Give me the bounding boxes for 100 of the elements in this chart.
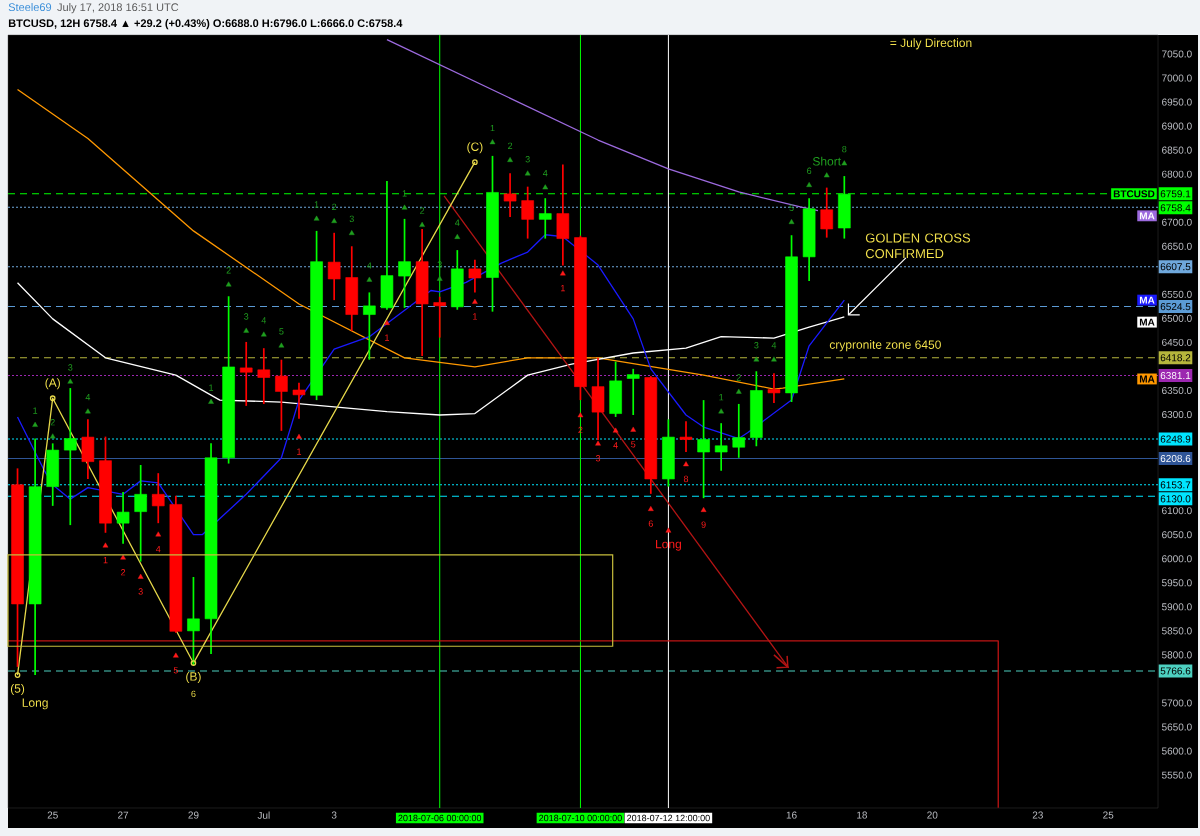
text: 6758.4 [1160,204,1191,212]
ref-line-label: 6418.2 [1160,354,1191,362]
annotation: 6 [807,167,812,174]
annotation: 2 [121,569,126,576]
x-tick-label: 16 [786,811,797,819]
annotation: 3 [754,342,759,349]
annotation: BTCUSD [1113,190,1155,198]
annotation: 2 [508,142,513,149]
annotation: 6 [648,520,653,527]
annotation: 2 [578,426,583,434]
annotation: 1 [385,334,390,341]
y-tick-label: 6500.0 [1162,314,1192,322]
y-tick-label: 6950.0 [1162,98,1192,106]
ref-line-label: 2018-07-12 12:00:00 [627,814,710,822]
y-tick-label: 6050.0 [1162,531,1192,539]
annotation: 1 [209,384,214,391]
x-tick-label: Jul [257,811,270,819]
x-tick-label: 20 [927,811,938,819]
ref-line-label: 6524.5 [1160,303,1191,311]
annotation: 1 [561,285,565,292]
x-tick-label: 23 [1032,811,1043,819]
x-tick-label: 29 [188,811,199,819]
y-tick-label: 6550.0 [1162,290,1192,298]
annotation: (A) [45,378,60,390]
y-tick-label: 6900.0 [1162,122,1192,130]
annotation: 1 [103,557,108,564]
annotation: Short [812,156,841,166]
text: July 17, 2018 16:51 UTC [57,3,179,14]
y-tick-label: 5850.0 [1161,627,1192,635]
annotation: 3 [68,364,73,371]
y-tick-label: 5600.0 [1161,747,1192,755]
annotation: 4 [771,342,777,349]
annotation: 3 [138,588,143,595]
ref-line-label: 6153.7 [1160,481,1191,489]
annotation: 2 [736,374,741,381]
y-tick-label: 6850.0 [1162,146,1192,154]
y-tick-label: 6350.0 [1162,386,1192,395]
ref-line-label: 6208.6 [1160,454,1191,462]
text: Steele69 [8,3,52,12]
annotation: 4 [613,442,618,449]
annotation: crypronite zone 6450 [829,340,941,352]
annotation: 2 [332,203,337,210]
y-tick-label: 6650.0 [1162,242,1192,250]
ref-line-label: 6130.0 [1160,495,1191,503]
y-tick-label: 6000.0 [1162,555,1192,563]
y-tick-label: 6300.0 [1162,410,1192,419]
ref-line-label: 6607.5 [1160,263,1191,271]
annotation: 2 [420,207,425,214]
annotation: (B) [186,671,201,684]
annotation: 5 [279,328,284,335]
y-tick-label: 6800.0 [1162,170,1192,178]
annotation: = July Direction [890,38,972,50]
chart-title: BTCUSD, 12H 6758.4 ▲ +29.2 (+0.43%) O:6688.0 H:6796.0 L:6666.0 C:6758.4 [8,19,403,30]
text: MA [1139,212,1155,220]
ref-line-label: 6248.9 [1160,435,1191,443]
x-tick-label: 3 [331,811,337,819]
annotation: 4 [367,262,372,269]
annotation: 3 [525,156,530,163]
annotation: 4 [261,317,267,324]
y-tick-label: 5950.0 [1161,579,1192,587]
annotation: 3 [595,455,601,462]
annotation: GOLDEN CROSS CONFIRMED [865,233,971,259]
annotation: 2 [50,419,55,426]
annotation: 1 [473,313,477,320]
annotation: Long [22,698,48,710]
annotation: 8 [842,145,847,153]
y-tick-label: 5650.0 [1161,723,1192,731]
ref-line-label: 2018-07-06 00:00:00 [398,814,482,822]
x-tick-label: 25 [1103,811,1114,819]
annotation: 4 [85,394,91,401]
y-tick-label: 5700.0 [1161,699,1192,707]
annotation: 1 [719,394,724,401]
annotation: 3 [437,261,442,268]
annotation: 1 [314,201,319,208]
annotation: 9 [701,521,706,528]
ref-line-label: 5766.6 [1160,667,1191,675]
y-tick-label: 6700.0 [1162,218,1192,226]
annotation: 4 [542,170,548,177]
annotation: 3 [349,215,354,223]
text: MA [1139,296,1155,304]
y-tick-label: 7050.0 [1162,50,1192,58]
y-tick-label: 5800.0 [1161,651,1192,659]
y-tick-label: 6450.0 [1162,338,1192,346]
y-tick-label: 6100.0 [1162,507,1192,515]
annotation: 5 [173,667,178,674]
annotation: 1 [402,190,407,197]
annotation: 5 [789,204,794,211]
ref-line-label: 6381.1 [1160,372,1191,380]
annotation: 4 [155,546,161,553]
x-tick-label: 27 [118,811,129,819]
annotation: 1 [297,448,302,455]
annotation: 4 [455,219,460,226]
annotation: (C) [467,142,483,154]
annotation: 1 [33,407,38,414]
annotation: (5) [10,683,25,696]
x-tick-label: 25 [47,811,58,819]
ref-line-label: 6759.1 [1160,190,1191,198]
annotation: 3 [244,313,249,320]
ref-line-label: 2018-07-10 00:00:00 [539,814,622,822]
y-tick-label: 7000.0 [1162,74,1192,82]
